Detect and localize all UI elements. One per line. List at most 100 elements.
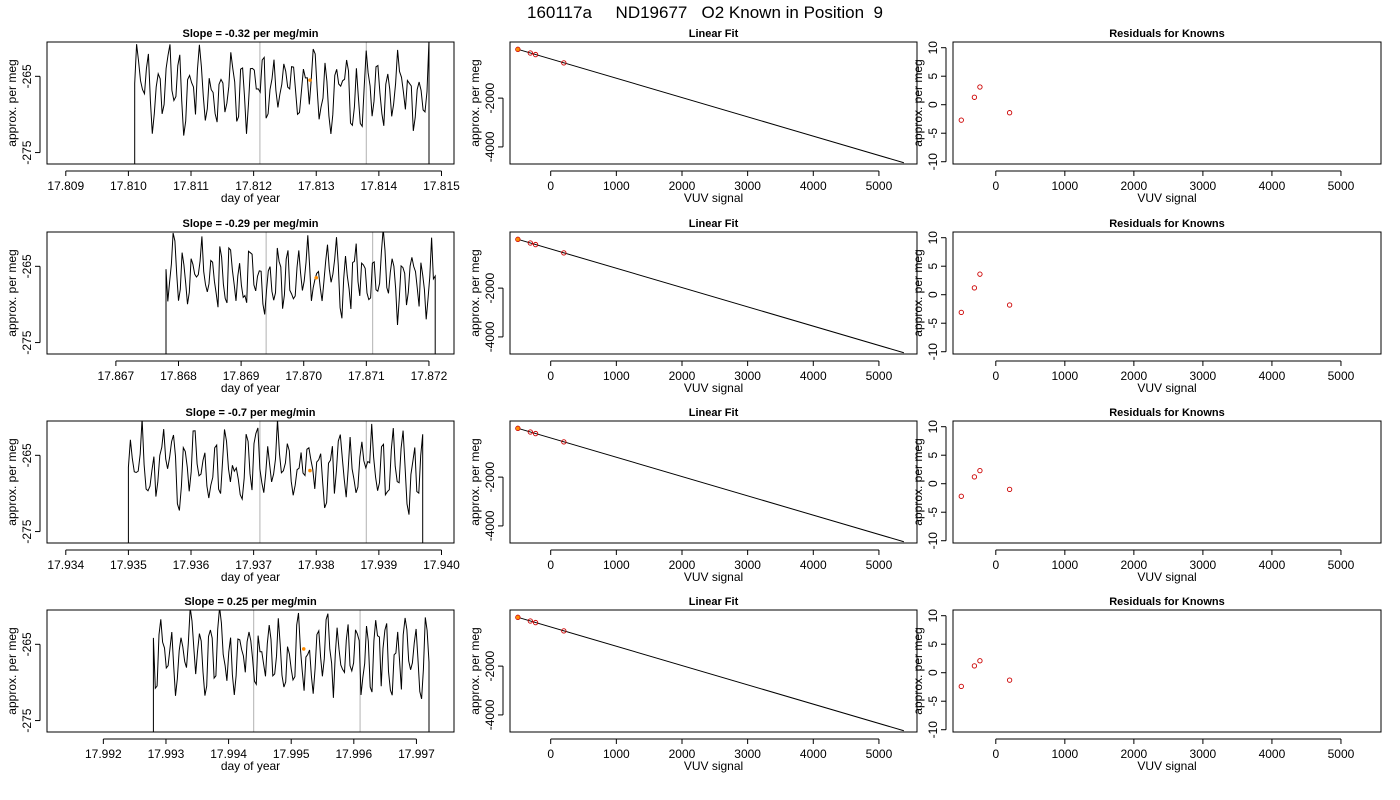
x-tick-label: 5000 [866,558,893,572]
x-tick-label: 17.815 [423,179,460,193]
y-tick-label: 0 [926,669,940,676]
y-tick-label: 10 [926,231,940,245]
x-tick-label: 0 [547,179,554,193]
panel-title: Slope = 0.25 per meg/min [184,596,317,608]
x-tick-label: 3000 [1190,179,1217,193]
x-tick-label: 2000 [669,369,696,383]
x-tick-label: 5000 [866,747,893,761]
residual-point [1006,302,1013,308]
plot-area [134,42,430,164]
x-axis-label: VUV signal [684,381,743,395]
y-tick-label: 10 [926,609,940,623]
x-tick-label: 17.812 [235,179,272,193]
x-tick-label: 4000 [800,179,827,193]
y-tick-label: -2000 [483,272,497,303]
residual-point [977,271,983,277]
x-tick-label: 2000 [1121,558,1148,572]
plot-area [515,614,905,732]
x-tick-label: 2000 [669,558,696,572]
panel-r4-c2: Linear Fit 0 1000 2000 3000 4000 5000 VUV signa… [468,596,918,773]
y-tick-label: -10 [926,153,940,171]
y-axis-label: approx. per meg [911,438,925,525]
y-tick-label: -10 [926,343,940,361]
x-tick-label: 5000 [866,369,893,383]
x-tick-label: 17.872 [411,369,448,383]
x-tick-label: 1000 [1051,369,1078,383]
x-tick-label: 3000 [734,558,761,572]
x-tick-label: 0 [992,369,999,383]
plot-frame [952,609,1382,733]
plot-area [958,271,1013,316]
highlight-point [516,237,520,242]
panel-r4-c1: Slope = 0.25 per meg/min 17.992 17.993 17.9… [5,596,455,773]
data-point [561,60,567,66]
panel-title: Linear Fit [689,407,739,419]
x-tick-label: 17.867 [98,369,135,383]
x-tick-label: 4000 [1259,179,1286,193]
x-axis-label: day of year [221,570,280,584]
x-tick-label: 1000 [1051,747,1078,761]
plot-frame [509,420,918,544]
x-tick-label: 17.997 [398,747,435,761]
x-tick-label: 17.813 [298,179,335,193]
data-point [515,425,521,431]
panel-r3-c2: Linear Fit 0 1000 2000 3000 4000 5000 VUV signa… [468,407,918,584]
residual-point [958,309,964,316]
residual-point [1006,677,1013,683]
y-tick-label: -4000 [483,699,497,730]
plot-area [515,236,905,354]
plot-area [127,421,424,543]
plot-area [958,658,1013,690]
panel-title: Residuals for Knowns [1109,596,1225,608]
x-axis-label: day of year [221,759,280,773]
fit-line [517,48,905,164]
x-tick-label: 0 [547,747,554,761]
y-axis-label: approx. per meg [5,438,19,525]
y-tick-label: -265 [20,443,34,467]
residual-point [958,493,964,499]
y-tick-label: -5 [926,696,940,707]
plot-frame [509,231,918,355]
mean-marker-point [301,647,306,651]
data-point [515,46,521,52]
data-point [527,50,533,56]
panel-title: Residuals for Knowns [1109,218,1225,230]
plot-area [515,425,905,543]
plot-area [958,467,1013,499]
y-axis-label: approx. per meg [468,249,482,336]
y-axis-label: approx. per meg [911,249,925,336]
y-tick-label: -5 [926,318,940,329]
y-tick-label: 5 [926,641,940,648]
plot-frame [952,420,1382,544]
time-series-line [134,42,430,164]
panel-title: Slope = -0.7 per meg/min [186,407,316,419]
x-tick-label: 2000 [1121,747,1148,761]
panel-r1-c2: Linear Fit 0 1000 2000 3000 4000 5000 VUV signa… [468,28,918,205]
plot-frame [952,41,1382,165]
x-tick-label: 0 [547,369,554,383]
mean-marker-point [308,78,312,82]
data-point [532,241,539,248]
y-tick-label: -5 [926,507,940,518]
x-tick-label: 4000 [1259,747,1286,761]
x-tick-label: 0 [547,558,554,572]
panel-title: Linear Fit [689,596,739,608]
panel-title: Slope = -0.32 per meg/min [182,28,318,40]
y-axis-label: approx. per meg [468,59,482,146]
y-tick-label: -10 [926,721,940,739]
residual-point [977,84,983,90]
panel-r1-c1: Slope = -0.32 per meg/min 17.809 17.810 17.… [5,28,460,205]
y-axis-label: approx. per meg [468,438,482,525]
data-point [527,240,533,246]
x-tick-label: 0 [992,747,999,761]
x-tick-label: 17.869 [223,369,260,383]
x-axis-label: day of year [221,191,280,205]
plot-area [165,232,436,354]
panel-title: Linear Fit [689,28,739,40]
y-axis-label: approx. per meg [911,627,925,714]
panel-r2-c2: Linear Fit 0 1000 2000 3000 4000 5000 VUV signa… [468,218,918,395]
x-tick-label: 2000 [1121,369,1148,383]
plot-frame [46,609,455,733]
x-tick-label: 3000 [1190,747,1217,761]
x-tick-label: 1000 [603,747,630,761]
